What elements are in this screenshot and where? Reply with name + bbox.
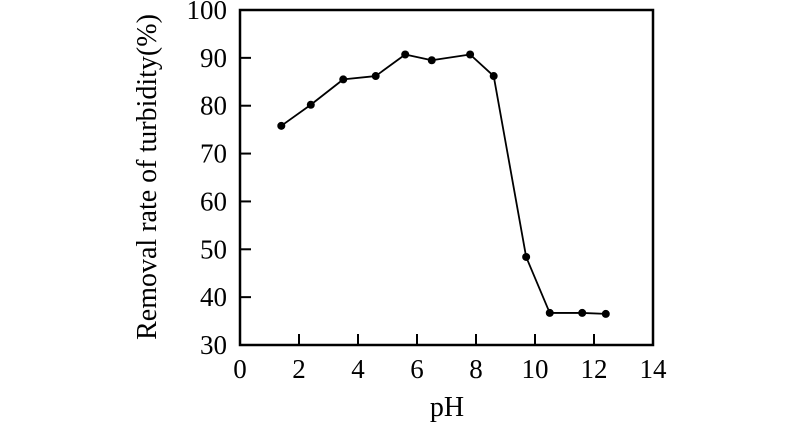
y-tick-label: 50 xyxy=(200,234,227,264)
data-point xyxy=(545,308,554,317)
data-point xyxy=(489,72,498,81)
x-tick-label: 8 xyxy=(469,354,483,384)
data-point xyxy=(578,308,587,317)
data-point xyxy=(306,100,315,109)
x-tick-label: 2 xyxy=(292,354,306,384)
data-point xyxy=(466,50,475,59)
x-tick-label: 10 xyxy=(522,354,549,384)
data-point xyxy=(371,72,380,81)
data-line xyxy=(280,53,606,315)
y-tick-label: 90 xyxy=(200,43,227,73)
x-tick-label: 14 xyxy=(640,354,668,384)
y-tick-label: 80 xyxy=(200,91,227,121)
y-tick-label: 30 xyxy=(200,330,227,360)
data-point xyxy=(339,75,348,84)
plot-border xyxy=(238,8,655,347)
y-axis-title: Removal rate of turbidity(%) xyxy=(132,14,163,340)
y-tick-label: 100 xyxy=(187,0,228,25)
x-tick-label: 4 xyxy=(351,354,365,384)
data-point xyxy=(277,121,286,130)
data-point xyxy=(601,309,610,318)
data-point xyxy=(522,252,531,261)
x-tick-label: 6 xyxy=(410,354,424,384)
x-tick-label: 0 xyxy=(233,354,247,384)
y-tick-label: 40 xyxy=(200,282,227,312)
y-tick-label: 70 xyxy=(200,139,227,169)
data-point xyxy=(427,56,436,65)
y-tick-label: 60 xyxy=(200,186,227,216)
x-axis-title: pH xyxy=(429,392,465,423)
data-point xyxy=(401,50,410,59)
x-tick-label: 12 xyxy=(581,354,608,384)
